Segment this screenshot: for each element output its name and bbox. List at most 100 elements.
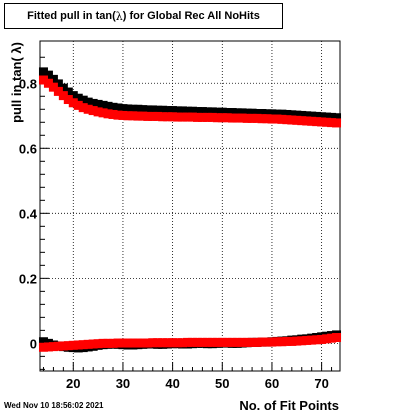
data-point [163,112,173,122]
data-markers [38,67,342,353]
data-point [143,105,153,115]
data-point [98,108,108,118]
data-point [153,338,163,348]
data-point [257,114,267,124]
x-tick-label: 20 [66,376,80,391]
data-point [153,111,163,121]
data-point [222,113,232,123]
data-point [123,104,133,114]
data-point [332,118,342,128]
data-point [173,112,183,122]
data-point [207,107,217,117]
y-tick-label: 0.4 [19,206,38,221]
data-point [297,336,307,346]
data-point [212,337,222,347]
data-point [302,111,312,121]
data-point [178,106,188,116]
data-point [173,106,183,116]
data-point [133,111,143,121]
data-point [168,338,178,348]
data-point [118,110,128,120]
data-point [128,104,138,114]
data-point [262,337,272,347]
data-point [282,336,292,346]
data-point [232,108,242,118]
data-point [252,113,262,123]
data-point [232,337,242,347]
data-point [183,106,193,116]
data-point [148,338,158,348]
data-point [143,338,153,348]
data-point [153,105,163,115]
data-point [63,87,73,97]
plot-frame [39,40,341,372]
data-point [98,100,108,110]
data-point [267,337,277,347]
data-point [242,113,252,123]
data-point [237,113,247,123]
data-point [78,340,88,350]
data-point [38,342,48,352]
data-point [187,337,197,347]
data-point [332,113,342,123]
data-point [148,111,158,121]
data-point [63,341,73,351]
data-point [277,114,287,124]
data-point [217,337,227,347]
data-point [327,112,337,122]
data-point [332,333,342,343]
data-point [227,113,237,123]
data-point [93,99,103,109]
data-point [307,335,317,345]
data-point [287,336,297,346]
data-point [68,340,78,350]
data-point [143,111,153,121]
data-point [88,98,98,108]
data-point [192,107,202,117]
data-point [113,338,123,348]
y-tick-label: 0.2 [19,271,37,286]
data-point [282,109,292,119]
data-point [48,342,58,352]
data-point [118,338,128,348]
data-point [292,336,302,346]
data-point [322,334,332,344]
data-point [43,342,53,352]
chart-title-prefix: Fitted pull in tan( [27,10,116,22]
data-point [322,112,332,122]
data-point [222,108,232,118]
data-point [277,337,287,347]
data-point [48,82,58,92]
axis-ticks [40,56,333,371]
data-point [317,334,327,344]
data-point [138,111,148,121]
data-point [247,113,257,123]
data-point [252,337,262,347]
data-point [242,108,252,118]
data-point [267,114,277,124]
data-point [128,111,138,121]
data-point [322,117,332,127]
data-point [202,337,212,347]
y-tick-label: 0 [30,336,37,351]
data-point [292,115,302,125]
data-point [128,338,138,348]
data-point [113,110,123,120]
x-tick-label: 60 [265,376,279,391]
data-point [108,102,118,112]
data-point [73,93,83,103]
footer-date: Wed Nov 10 18:56:02 2021 [4,401,104,410]
data-point [83,339,93,349]
data-point [312,111,322,121]
data-point [297,116,307,126]
data-point [267,109,277,119]
data-point [202,107,212,117]
data-point [43,78,53,88]
data-point [88,106,98,116]
data-point [78,103,88,113]
chart-title-box: Fitted pull in tan(λ) for Global Rec All… [4,3,283,29]
data-point [163,106,173,116]
data-point [108,109,118,119]
data-point [197,337,207,347]
data-point [163,338,173,348]
